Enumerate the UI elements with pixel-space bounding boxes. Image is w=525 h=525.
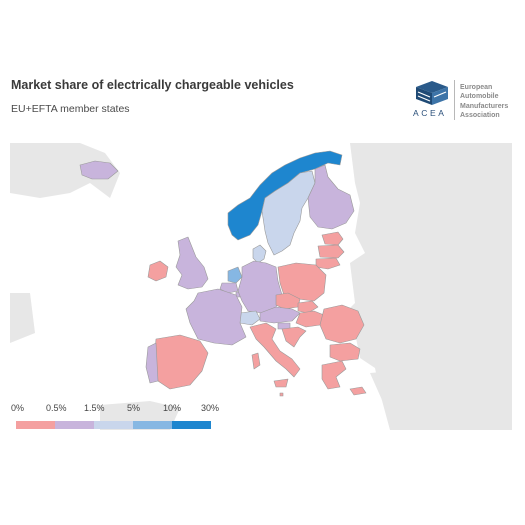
country-croatia <box>281 326 307 348</box>
country-belgium <box>219 282 239 294</box>
legend-labels: 0% 0.5% 1.5% 5% 10% 30% <box>11 403 231 415</box>
legend-label: 0% <box>11 403 25 413</box>
country-iceland <box>79 160 119 180</box>
legend-label: 0.5% <box>46 403 67 413</box>
background-land <box>10 143 512 430</box>
org-line: Association <box>460 112 500 120</box>
page-subtitle: EU+EFTA member states <box>11 103 130 115</box>
country-bulgaria <box>329 342 361 362</box>
acea-logo: ACEA European Automobile Manufacturers A… <box>410 76 520 124</box>
country-estonia <box>321 231 344 246</box>
org-line: Manufacturers <box>460 102 509 110</box>
acea-cube-logo-icon <box>416 81 448 105</box>
country-austria <box>259 306 301 324</box>
legend-label: 30% <box>201 403 220 413</box>
country-switzerland <box>239 310 261 326</box>
org-line: European <box>460 84 493 91</box>
legend-swatch <box>133 421 172 429</box>
legend-color-scale <box>16 421 211 429</box>
legend-swatch <box>55 421 94 429</box>
country-finland <box>307 164 355 230</box>
legend-label: 5% <box>127 403 141 413</box>
europe-choropleth-map <box>10 143 512 430</box>
legend-swatch <box>16 421 55 429</box>
country-denmark <box>252 244 267 264</box>
country-malta <box>279 392 284 397</box>
legend-swatch <box>94 421 133 429</box>
country-spain <box>153 334 209 390</box>
country-romania <box>319 304 365 344</box>
country-slovakia <box>297 300 319 314</box>
country-greece <box>321 360 347 390</box>
country-united-kingdom <box>175 236 209 290</box>
country-italy-sicily <box>273 378 289 388</box>
legend-swatch <box>172 421 211 429</box>
country-sweden <box>261 170 316 256</box>
acea-acronym: ACEA <box>413 108 447 118</box>
page-title: Market share of electrically chargeable … <box>11 78 294 92</box>
logo-divider <box>454 80 455 120</box>
country-italy-sardinia <box>251 352 261 370</box>
country-latvia <box>317 244 345 259</box>
country-norway <box>227 150 343 241</box>
legend-label: 10% <box>163 403 182 413</box>
country-portugal <box>145 342 159 384</box>
country-lithuania <box>315 257 341 270</box>
country-poland <box>277 262 327 302</box>
country-ireland <box>147 260 169 282</box>
country-france <box>185 288 247 346</box>
country-netherlands <box>227 266 243 284</box>
org-line: Automobile <box>460 93 499 101</box>
country-germany <box>237 260 283 314</box>
country-cyprus <box>349 386 367 396</box>
acea-organization-name: European Automobile Manufacturers Associ… <box>460 83 508 121</box>
legend-label: 1.5% <box>84 403 105 413</box>
country-italy <box>249 322 301 378</box>
